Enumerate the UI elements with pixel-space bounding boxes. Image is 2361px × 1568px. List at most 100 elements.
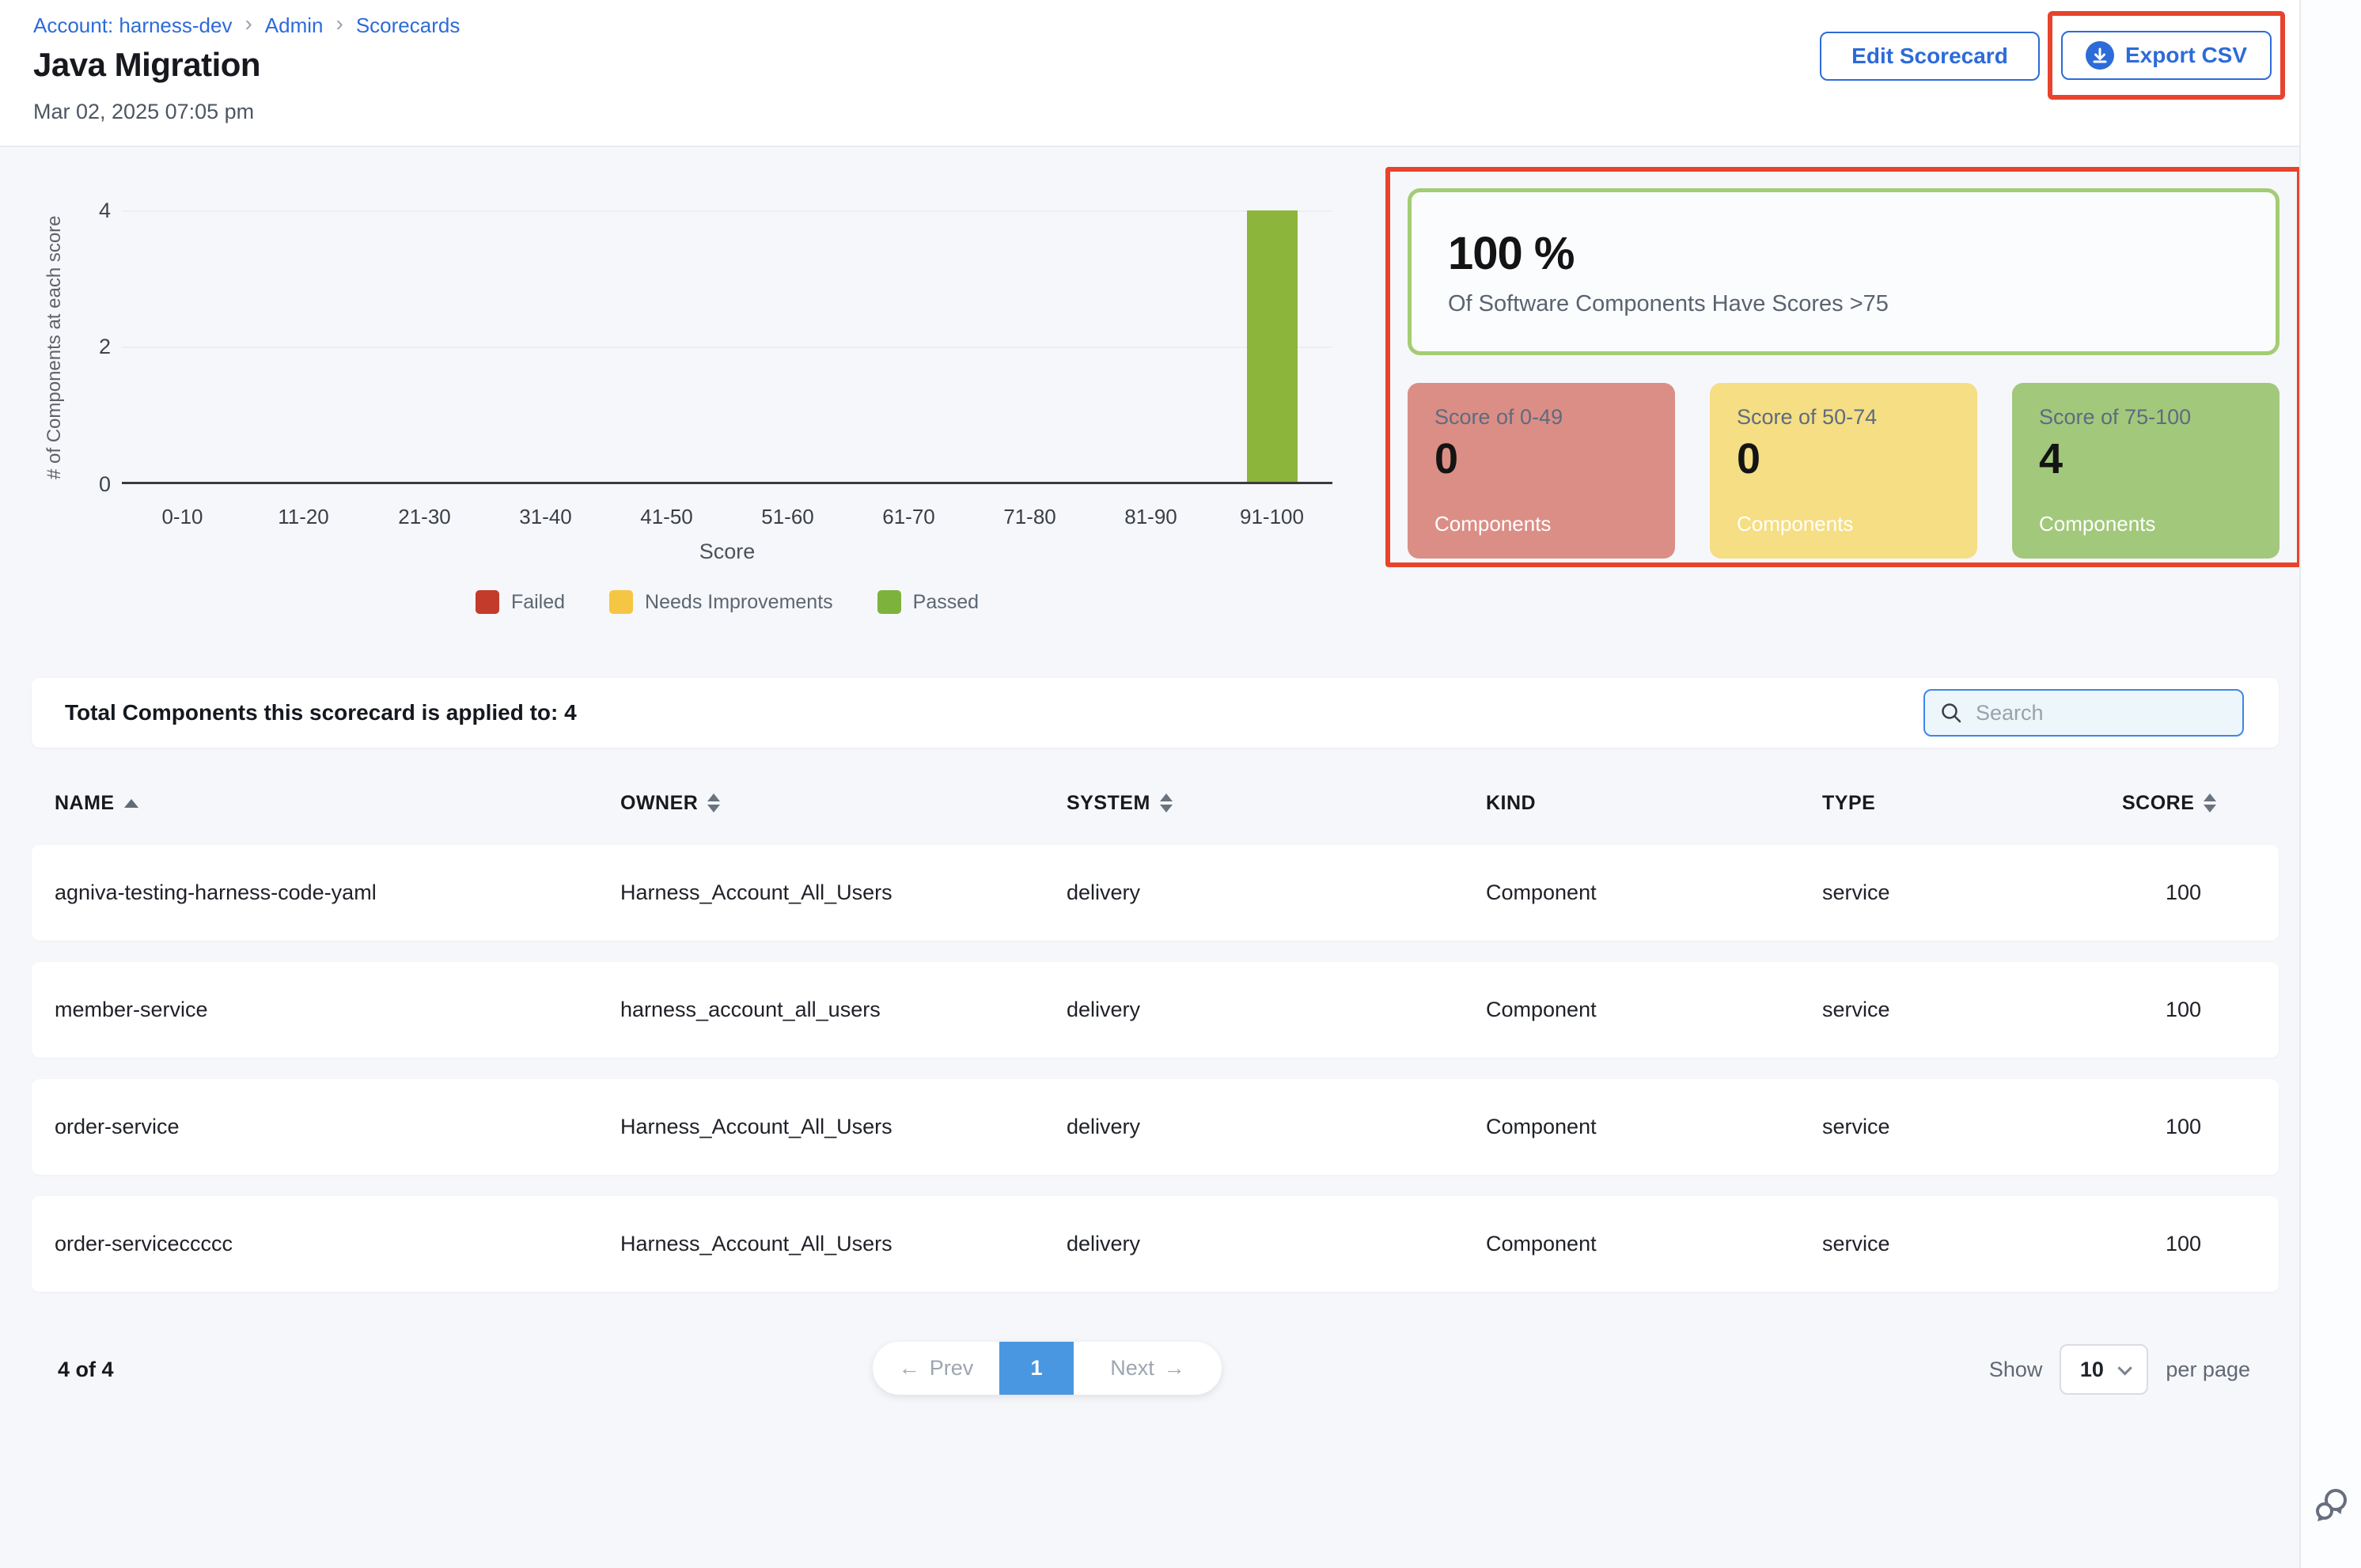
cell-kind: Component: [1486, 1115, 1597, 1138]
table-row[interactable]: order-serviceccccc Harness_Account_All_U…: [32, 1196, 2279, 1292]
show-label: Show: [1988, 1357, 2043, 1381]
table-row[interactable]: agniva-testing-harness-code-yaml Harness…: [32, 845, 2279, 941]
chart-bars: [122, 210, 1332, 482]
download-icon: [2085, 41, 2114, 70]
score-card-75-100: Score of 75-100 4 Components: [2012, 383, 2280, 559]
cell-score: 100: [2165, 881, 2201, 904]
next-page-button[interactable]: Next →: [1074, 1342, 1222, 1395]
column-label: TYPE: [1822, 791, 1876, 814]
cell-kind: Component: [1486, 998, 1597, 1021]
y-axis-tick: 4: [98, 199, 111, 222]
score-card-unit: Components: [1434, 512, 1552, 536]
cell-owner: harness_account_all_users: [620, 998, 881, 1021]
per-page-label: per page: [2166, 1357, 2250, 1381]
table-row[interactable]: member-service harness_account_all_users…: [32, 962, 2279, 1058]
chevron-down-icon: [2117, 1360, 2132, 1376]
pager: ← Prev 1 Next →: [873, 1342, 1222, 1395]
column-header-system[interactable]: SYSTEM: [1067, 792, 1486, 815]
score-card-label: Score of 50-74: [1737, 405, 1878, 429]
x-axis-tick: 41-50: [640, 505, 693, 528]
row-range-label: 4 of 4: [58, 1358, 114, 1381]
cell-kind: Component: [1486, 881, 1597, 904]
legend-label: Failed: [510, 590, 566, 613]
sort-asc-icon: [123, 798, 138, 808]
score-card-unit: Components: [2039, 512, 2156, 536]
pass-percentage-value: 100 %: [1448, 227, 1575, 279]
sort-both-icon: [1159, 793, 1173, 812]
column-label: NAME: [55, 791, 115, 814]
breadcrumb-account-link[interactable]: Account: harness-dev: [33, 13, 233, 37]
legend-label: Passed: [912, 590, 980, 613]
column-header-score[interactable]: SCORE: [2122, 791, 2217, 815]
total-components-label: Total Components this scorecard is appli…: [65, 700, 577, 725]
needs-improvements-color-chip: [609, 590, 634, 614]
y-axis-tick: 2: [98, 335, 111, 358]
score-card-label: Score of 0-49: [1434, 405, 1563, 429]
prev-page-button[interactable]: ← Prev: [873, 1342, 999, 1395]
cell-type: service: [1822, 1115, 1890, 1138]
cell-type: service: [1822, 1232, 1890, 1256]
edit-scorecard-label: Edit Scorecard: [1851, 44, 2008, 68]
page-title: Java Migration: [33, 46, 261, 83]
export-csv-annotation: Export CSV: [2048, 11, 2285, 100]
column-label: SCORE: [2122, 791, 2195, 814]
chart-x-axis-title: Score: [699, 540, 756, 563]
x-axis-tick: 51-60: [761, 505, 814, 528]
table-row[interactable]: order-service Harness_Account_All_Users …: [32, 1079, 2279, 1175]
legend-item-passed[interactable]: Passed: [877, 590, 979, 614]
score-card-50-74: Score of 50-74 0 Components: [1710, 383, 1977, 559]
table-header-row: NAME OWNER SYSTEM KIND TYPE SCORE: [32, 771, 2279, 835]
cell-name: member-service: [55, 998, 208, 1021]
breadcrumb: Account: harness-dev › Admin › Scorecard…: [33, 13, 460, 38]
page-size-select[interactable]: 10: [2060, 1344, 2149, 1395]
breadcrumb-separator-icon: ›: [244, 11, 252, 36]
legend-item-needs-improvements[interactable]: Needs Improvements: [609, 590, 833, 614]
column-label: SYSTEM: [1067, 791, 1150, 814]
failed-color-chip: [475, 590, 499, 614]
x-axis-tick: 91-100: [1240, 505, 1304, 528]
score-card-value: 0: [1434, 435, 1459, 483]
export-csv-button[interactable]: Export CSV: [2061, 31, 2272, 80]
page-header: Account: harness-dev › Admin › Scorecard…: [0, 0, 2361, 147]
page-size-value: 10: [2079, 1357, 2104, 1381]
page-1-button[interactable]: 1: [999, 1342, 1074, 1395]
chart-bar: [1246, 210, 1298, 482]
x-axis-tick: 71-80: [1003, 505, 1056, 528]
score-distribution-chart: [122, 210, 1332, 484]
x-axis-tick: 31-40: [519, 505, 572, 528]
column-header-kind: KIND: [1486, 792, 1822, 815]
pass-percentage-subtitle: Of Software Components Have Scores >75: [1448, 290, 1889, 316]
score-range-cards: Score of 0-49 0 Components Score of 50-7…: [1408, 383, 2280, 559]
gridline: [122, 210, 1332, 212]
cell-kind: Component: [1486, 1232, 1597, 1256]
score-card-0-49: Score of 0-49 0 Components: [1408, 383, 1675, 559]
legend-item-failed[interactable]: Failed: [475, 590, 566, 614]
score-card-value: 0: [1737, 435, 1761, 483]
column-header-name[interactable]: NAME: [55, 792, 620, 815]
search-icon: [1939, 701, 1963, 725]
breadcrumb-scorecards-link[interactable]: Scorecards: [355, 13, 460, 37]
edit-scorecard-button[interactable]: Edit Scorecard: [1820, 32, 2040, 81]
support-chat-icon[interactable]: [2312, 1486, 2352, 1525]
cell-type: service: [1822, 998, 1890, 1021]
cell-system: delivery: [1067, 881, 1141, 904]
cell-owner: Harness_Account_All_Users: [620, 1115, 892, 1138]
x-axis-tick: 81-90: [1124, 505, 1177, 528]
column-header-owner[interactable]: OWNER: [620, 792, 1067, 815]
chart-y-axis-title: # of Components at each score: [44, 215, 65, 479]
cell-name: order-service: [55, 1115, 180, 1138]
search-box: [1923, 689, 2256, 737]
gridline: [122, 346, 1332, 348]
search-input[interactable]: [1976, 700, 2256, 725]
summary-panel-annotation: 100 % Of Software Components Have Scores…: [1385, 167, 2302, 567]
x-axis-tick: 61-70: [882, 505, 935, 528]
x-axis-tick: 0-10: [161, 505, 203, 528]
cell-owner: Harness_Account_All_Users: [620, 881, 892, 904]
cell-score: 100: [2165, 1115, 2201, 1138]
arrow-left-icon: ←: [898, 1356, 920, 1380]
table-toolbar: Total Components this scorecard is appli…: [32, 678, 2279, 748]
chart-legend: Failed Needs Improvements Passed: [122, 585, 1332, 619]
breadcrumb-admin-link[interactable]: Admin: [264, 13, 324, 37]
arrow-right-icon: →: [1163, 1356, 1185, 1380]
